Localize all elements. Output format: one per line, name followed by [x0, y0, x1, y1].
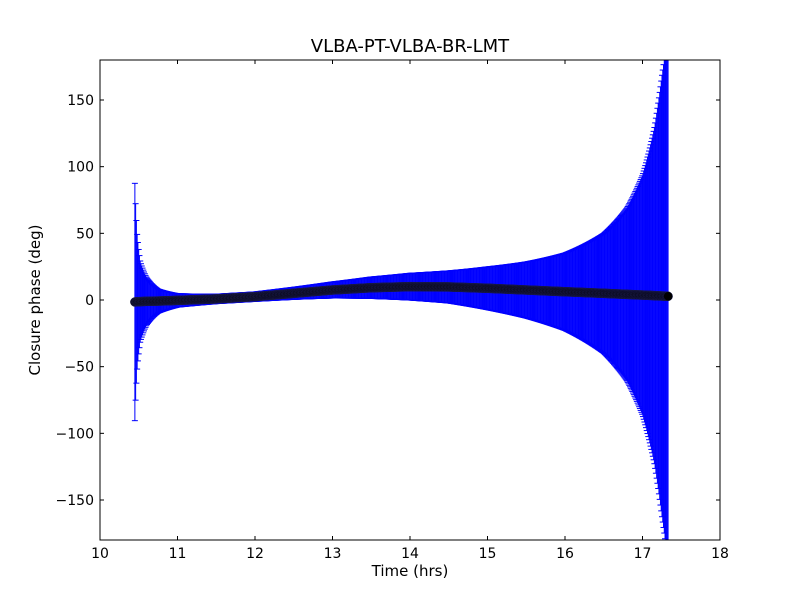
y-tick-label: 50	[76, 226, 94, 242]
y-tick-label: 0	[85, 293, 94, 309]
y-tick-label: −150	[56, 493, 94, 509]
y-tick-label: 100	[67, 160, 94, 176]
y-axis-label: Closure phase (deg)	[26, 225, 44, 376]
data-point	[663, 291, 673, 302]
x-tick-label: 17	[634, 546, 652, 562]
y-tick-label: 150	[67, 93, 94, 109]
x-tick-label: 11	[169, 546, 187, 562]
ticks-layer: 10 11 12 13 14 15 16 17 18 −150 −100 −50 0 50 100 150	[56, 60, 729, 562]
x-axis-label: Time (hrs)	[371, 562, 449, 580]
data-layer	[130, 60, 673, 540]
y-tick-label: −50	[64, 360, 94, 376]
x-tick-label: 16	[556, 546, 574, 562]
x-tick-label: 15	[479, 546, 497, 562]
x-tick-label: 13	[324, 546, 342, 562]
chart-title: VLBA-PT-VLBA-BR-LMT	[311, 36, 510, 57]
x-tick-label: 12	[246, 546, 264, 562]
y-tick-label: −100	[56, 426, 94, 442]
x-tick-label: 10	[91, 546, 109, 562]
x-tick-label: 18	[711, 546, 729, 562]
x-tick-label: 14	[401, 546, 419, 562]
markers	[130, 281, 673, 307]
